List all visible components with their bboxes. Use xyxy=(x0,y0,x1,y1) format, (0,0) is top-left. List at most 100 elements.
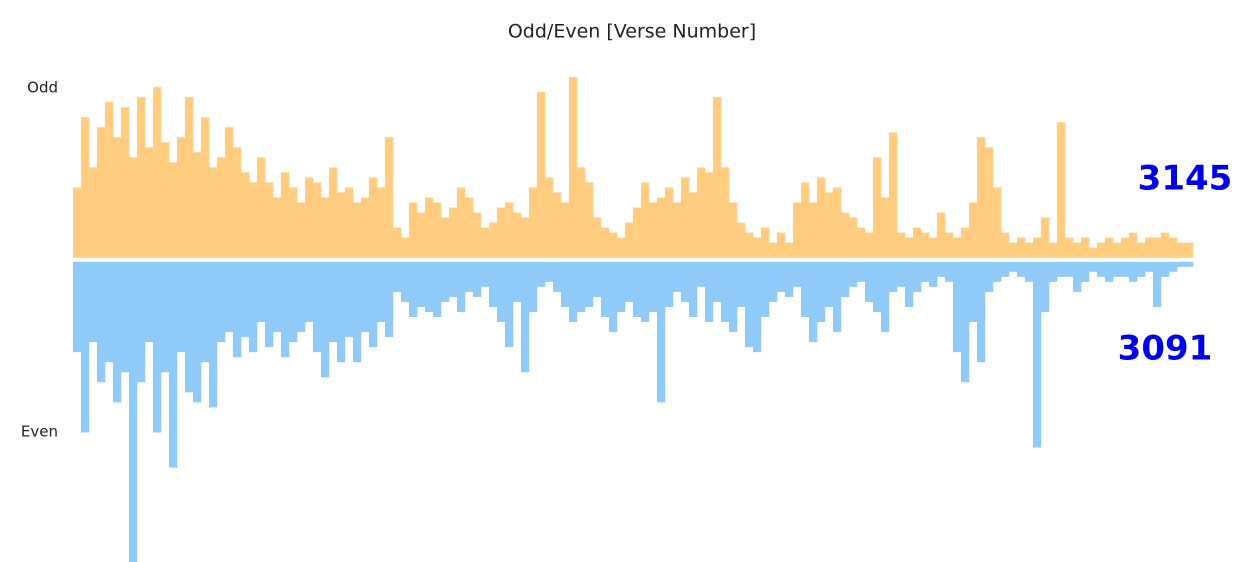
bar xyxy=(265,261,274,348)
bar xyxy=(1121,237,1130,258)
bar xyxy=(441,217,450,258)
bar xyxy=(209,261,218,408)
bar xyxy=(873,157,882,258)
bar xyxy=(281,172,290,258)
bar xyxy=(121,261,130,373)
bar xyxy=(633,261,642,317)
bar xyxy=(1065,261,1074,277)
bar xyxy=(225,127,234,258)
bar xyxy=(409,202,418,258)
bar xyxy=(617,261,626,312)
chart-title: Odd/Even [Verse Number] xyxy=(508,21,756,43)
bar xyxy=(73,187,82,258)
bar xyxy=(73,261,82,353)
bar xyxy=(785,242,794,258)
bar xyxy=(865,261,874,302)
bar xyxy=(1033,237,1042,258)
bar xyxy=(153,87,162,258)
bar xyxy=(1169,237,1178,258)
bar xyxy=(649,202,658,258)
bar xyxy=(473,212,482,258)
bar xyxy=(753,261,762,353)
bar xyxy=(977,137,986,258)
bar xyxy=(273,261,282,333)
bar xyxy=(1057,122,1066,258)
bar xyxy=(289,187,298,258)
bar xyxy=(585,182,594,258)
bar xyxy=(977,261,986,363)
bar xyxy=(849,261,858,287)
bar xyxy=(561,261,570,307)
bar xyxy=(1057,261,1066,277)
bar xyxy=(401,237,410,258)
bar xyxy=(641,261,650,323)
bar xyxy=(881,197,890,258)
bar xyxy=(433,261,442,317)
bar xyxy=(729,261,738,333)
bar xyxy=(1137,242,1146,258)
bar xyxy=(553,192,562,258)
bar xyxy=(761,261,770,317)
bar xyxy=(177,137,186,258)
bar xyxy=(945,232,954,258)
bar xyxy=(993,261,1002,282)
bar xyxy=(1089,247,1098,258)
bar xyxy=(905,261,914,307)
bar xyxy=(225,261,234,333)
bar xyxy=(1177,261,1186,267)
bar xyxy=(657,261,666,403)
bar xyxy=(537,261,546,287)
bar xyxy=(257,157,266,258)
bar xyxy=(665,187,674,258)
bar xyxy=(329,167,338,258)
bar xyxy=(1105,261,1114,282)
bar xyxy=(1161,261,1170,277)
bar xyxy=(801,182,810,258)
bar xyxy=(921,232,930,258)
bar xyxy=(457,187,466,258)
bar xyxy=(953,237,962,258)
bar xyxy=(393,227,402,258)
bar xyxy=(1073,242,1082,258)
bar xyxy=(681,177,690,258)
bar xyxy=(385,261,394,338)
series-total: 3145 xyxy=(1138,159,1233,199)
bar xyxy=(185,97,194,258)
bar xyxy=(441,261,450,302)
bar xyxy=(601,227,610,258)
bar xyxy=(1185,261,1194,267)
bar xyxy=(137,261,146,383)
bar xyxy=(1001,261,1010,277)
bar xyxy=(337,261,346,363)
bar xyxy=(113,261,122,403)
bar xyxy=(577,167,586,258)
bar xyxy=(257,261,266,323)
bar xyxy=(705,261,714,323)
bar xyxy=(457,261,466,312)
bar xyxy=(705,172,714,258)
bar xyxy=(377,261,386,323)
bar xyxy=(345,261,354,338)
bar xyxy=(529,187,538,258)
bar xyxy=(857,261,866,282)
bar xyxy=(105,261,114,363)
bar xyxy=(1017,261,1026,277)
bar xyxy=(209,167,218,258)
bar xyxy=(313,261,322,353)
bar xyxy=(905,237,914,258)
bar xyxy=(521,217,530,258)
bar xyxy=(545,177,554,258)
bar xyxy=(593,261,602,297)
bar xyxy=(481,261,490,287)
bar xyxy=(265,182,274,258)
bar xyxy=(865,232,874,258)
bar xyxy=(1105,237,1114,258)
bar xyxy=(921,261,930,282)
bar xyxy=(1081,237,1090,258)
bar xyxy=(185,261,194,393)
bar xyxy=(817,261,826,323)
bar xyxy=(809,261,818,343)
bar xyxy=(561,202,570,258)
bar xyxy=(353,261,362,363)
bar xyxy=(857,227,866,258)
